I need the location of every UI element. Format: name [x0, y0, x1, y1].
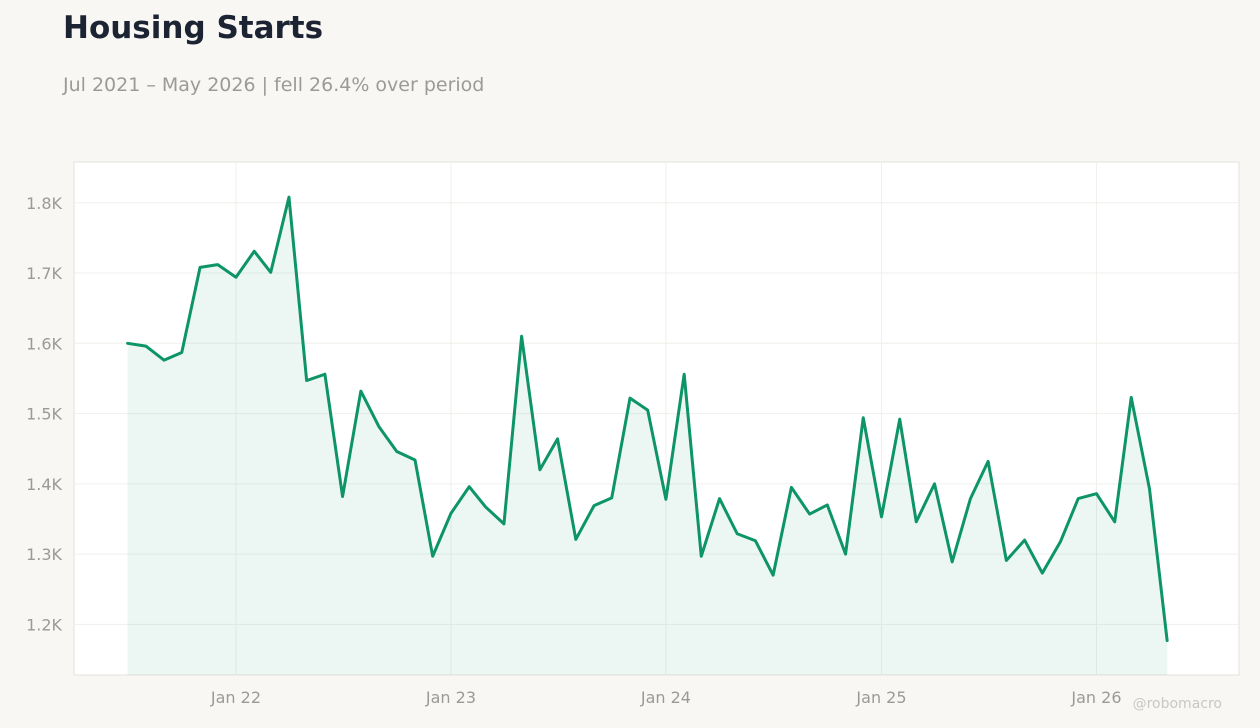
- data-point: [986, 459, 990, 463]
- data-point: [502, 522, 506, 526]
- data-point: [144, 344, 148, 348]
- plot-area: [73, 161, 1240, 676]
- data-point: [341, 495, 345, 499]
- data-point: [198, 265, 202, 269]
- chart-subtitle: Jul 2021 – May 2026 | fell 26.4% over pe…: [63, 74, 485, 96]
- data-point: [682, 372, 686, 376]
- data-point: [359, 389, 363, 393]
- data-point: [180, 350, 184, 354]
- y-tick-label: 1.5K: [26, 405, 62, 424]
- data-point: [718, 497, 722, 501]
- data-point: [735, 532, 739, 536]
- data-point: [753, 539, 757, 543]
- data-point: [664, 497, 668, 501]
- data-point: [646, 408, 650, 412]
- chart-title: Housing Starts: [63, 10, 324, 46]
- data-point: [126, 341, 130, 345]
- x-tick-label: Jan 25: [855, 688, 906, 707]
- data-point: [234, 275, 238, 279]
- data-point: [1113, 520, 1117, 524]
- data-point: [914, 520, 918, 524]
- data-point: [1004, 558, 1008, 562]
- data-point: [216, 263, 220, 267]
- x-tick-label: Jan 23: [425, 688, 476, 707]
- data-point: [1165, 639, 1169, 643]
- data-point: [808, 512, 812, 516]
- data-point: [162, 358, 166, 362]
- data-point: [825, 503, 829, 507]
- data-point: [520, 334, 524, 338]
- data-point: [1059, 539, 1063, 543]
- data-point: [574, 537, 578, 541]
- y-tick-label: 1.8K: [26, 194, 62, 213]
- watermark: @robomacro: [1132, 696, 1222, 712]
- data-point: [699, 554, 703, 558]
- data-point: [305, 379, 309, 383]
- series-line: [126, 195, 1169, 643]
- data-point: [431, 554, 435, 558]
- data-point: [484, 505, 488, 509]
- data-point: [1023, 538, 1027, 542]
- data-point: [1076, 497, 1080, 501]
- data-point: [592, 504, 596, 508]
- data-point: [413, 458, 417, 462]
- data-point: [287, 195, 291, 199]
- data-point: [933, 482, 937, 486]
- data-point: [1094, 492, 1098, 496]
- data-point: [610, 496, 614, 500]
- data-point: [861, 416, 865, 420]
- x-tick-label: Jan 26: [1070, 688, 1121, 707]
- data-point: [879, 515, 883, 519]
- data-point: [538, 468, 542, 472]
- data-point: [1147, 487, 1151, 491]
- y-tick-label: 1.4K: [26, 475, 62, 494]
- y-tick-label: 1.7K: [26, 264, 62, 283]
- data-point: [377, 425, 381, 429]
- data-point: [269, 270, 273, 274]
- x-tick-label: Jan 24: [640, 688, 691, 707]
- data-point: [1129, 395, 1133, 399]
- data-point: [628, 396, 632, 400]
- data-point: [556, 437, 560, 441]
- series-area: [127, 197, 1168, 675]
- y-tick-label: 1.2K: [26, 615, 62, 634]
- y-tick-label: 1.6K: [26, 334, 62, 353]
- data-point: [844, 552, 848, 556]
- data-point: [449, 511, 453, 515]
- data-point: [467, 485, 471, 489]
- data-point: [789, 485, 793, 489]
- data-point: [1040, 571, 1044, 575]
- data-point: [898, 417, 902, 421]
- data-point: [968, 497, 972, 501]
- data-point: [771, 573, 775, 577]
- data-point: [252, 249, 256, 253]
- x-tick-label: Jan 22: [210, 688, 261, 707]
- data-point: [323, 372, 327, 376]
- data-point: [395, 450, 399, 454]
- y-tick-label: 1.3K: [26, 545, 62, 564]
- data-point: [950, 560, 954, 564]
